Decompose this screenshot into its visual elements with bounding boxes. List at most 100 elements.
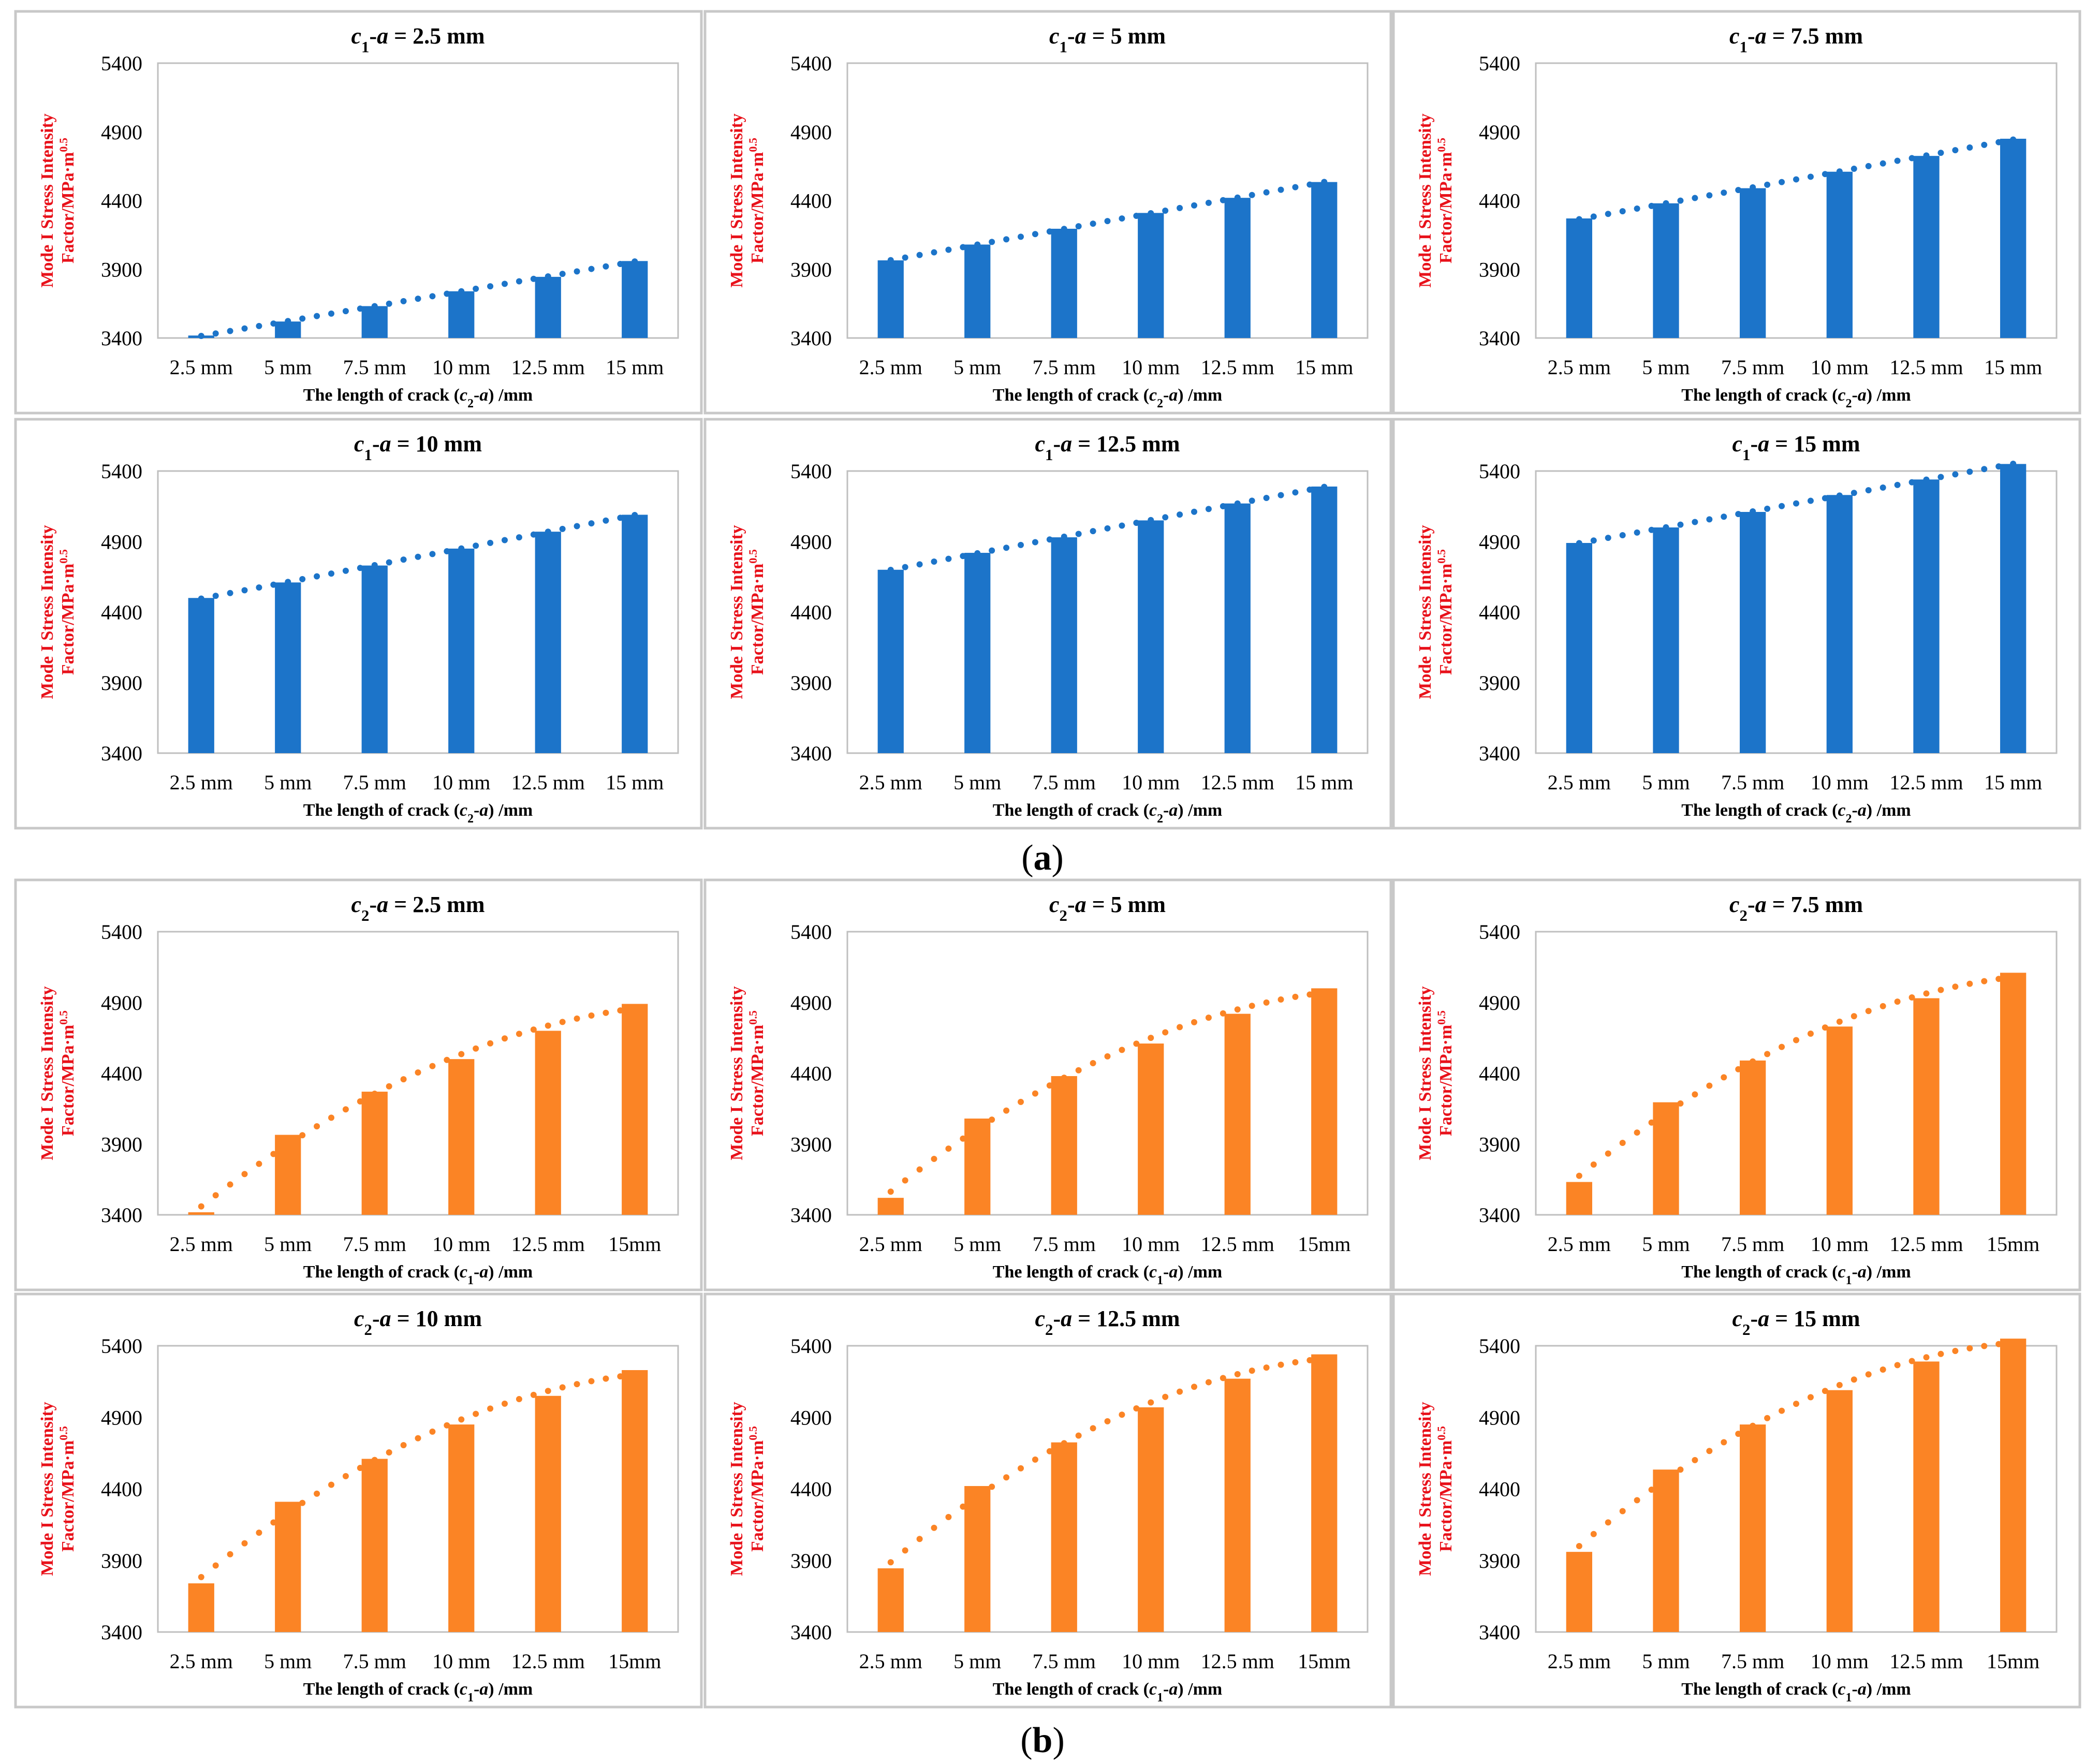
y-axis-label-exponent: 0.5 (1435, 549, 1448, 564)
trendline-dot (241, 587, 248, 594)
bar (877, 1198, 904, 1215)
label-prefix: The length of crack ( (303, 386, 460, 405)
trendline-dot (444, 548, 450, 555)
bar (448, 1059, 475, 1215)
label-dash: - (1748, 892, 1755, 917)
y-tick-label: 5400 (1479, 920, 1520, 944)
trendline-dot (1234, 1006, 1241, 1013)
label-var2: a (1061, 431, 1072, 457)
trendline-dot (400, 1076, 407, 1083)
trendline-dot (1292, 993, 1299, 1000)
label-dash: - (1163, 386, 1169, 405)
subfigure-label: (a) (1021, 838, 1064, 878)
x-tick-label: 2.5 mm (1548, 1650, 1611, 1673)
bar (448, 1424, 475, 1632)
bar (1224, 503, 1251, 753)
bar (1913, 479, 1940, 753)
x-axis-label: The length of crack (c1-a) /mm (1681, 1262, 1911, 1287)
trendline-dot (1692, 519, 1698, 525)
y-axis-label-exponent: 0.5 (746, 1010, 759, 1025)
trendline-dot (588, 1012, 595, 1019)
trendline-dot (1177, 1388, 1183, 1395)
trendline-dot (1619, 1508, 1626, 1515)
x-tick-label: 7.5 mm (343, 356, 406, 379)
trendline-dot (1148, 517, 1154, 523)
y-axis-label-exponent: 0.5 (746, 1426, 759, 1440)
bar (1224, 1378, 1251, 1632)
trendline-dot (1605, 535, 1611, 541)
y-axis-label-exponent: 0.5 (57, 1010, 70, 1025)
trendline-dot (1061, 1440, 1067, 1447)
bar (964, 553, 991, 753)
chart-title: c2-a = 5 mm (1049, 892, 1166, 924)
trendline-dot (1793, 500, 1799, 507)
x-tick-label: 2.5 mm (1548, 356, 1611, 379)
y-tick-label: 5400 (790, 920, 832, 944)
trendline-dot (960, 244, 966, 251)
label-prefix: The length of crack ( (993, 1680, 1149, 1699)
y-tick-label: 3400 (790, 327, 832, 350)
trendline-dot (1263, 189, 1270, 196)
x-tick-label: 7.5 mm (1033, 1232, 1096, 1256)
bar (964, 1119, 991, 1215)
y-axis-label-exponent: 0.5 (746, 138, 759, 152)
x-tick-label: 15 mm (1295, 771, 1353, 794)
trendline-dot (1793, 176, 1799, 183)
trendline-dot (603, 1375, 609, 1382)
y-axis-label-line2: Factor/MPa·m0.5 (1435, 1426, 1456, 1552)
y-tick-label: 4900 (101, 1406, 142, 1429)
trendline-dot (530, 1026, 537, 1033)
x-tick-label: 12.5 mm (1201, 1232, 1274, 1256)
trendline-dot (386, 1083, 392, 1090)
y-tick-label: 3400 (101, 1203, 142, 1227)
y-tick-label: 3400 (1479, 327, 1520, 350)
trendline-dot (285, 318, 291, 325)
trendline-dot (1046, 228, 1053, 235)
label-var2: a (377, 892, 388, 917)
trendline-dot (1721, 1074, 1727, 1081)
bar (1051, 1442, 1077, 1632)
trendline-dot (603, 517, 609, 524)
label-post: = 2.5 mm (388, 23, 484, 49)
trendline-dot (1576, 1172, 1582, 1179)
trendline-dot (1090, 528, 1096, 535)
x-tick-label: 7.5 mm (1033, 771, 1096, 794)
x-tick-label: 5 mm (1642, 1232, 1690, 1256)
trendline-dot (1263, 1364, 1270, 1371)
plot-area (157, 62, 679, 339)
label-subscript: 1 (1060, 38, 1067, 56)
trendline-dot (603, 263, 609, 270)
trendline-dot (1321, 1355, 1328, 1362)
trendline-dot (1619, 1140, 1626, 1146)
trendline-dot (1894, 998, 1901, 1005)
trendline-dot (1292, 489, 1299, 496)
x-tick-label: 12.5 mm (511, 356, 585, 379)
label-dash: - (369, 23, 377, 49)
trendline-dot (1590, 1161, 1597, 1168)
trendline-dot (1880, 160, 1886, 167)
y-tick-label: 3900 (1479, 671, 1520, 695)
label-var2: a (479, 1680, 488, 1699)
label-prefix: The length of crack ( (303, 1680, 460, 1699)
label-var2: a (1075, 23, 1086, 49)
bar (1913, 998, 1940, 1215)
trendline-dot (386, 1449, 392, 1456)
label-var2: a (1755, 23, 1767, 49)
trendline-dot (270, 1519, 277, 1526)
y-tick-label: 5400 (101, 920, 142, 944)
bar (275, 321, 301, 338)
trendline-dot (1292, 1359, 1299, 1365)
y-axis-label-line2: Factor/MPa·m0.5 (57, 1426, 78, 1552)
bar (188, 1583, 214, 1632)
trendline-dot (545, 1022, 551, 1029)
label-dash: - (1852, 1262, 1857, 1282)
trendline-dot (902, 1547, 908, 1554)
trendline-dot (415, 553, 421, 560)
trendline-dot (1677, 197, 1684, 204)
label-post: ) /mm (1867, 386, 1911, 405)
trendline-dot (1075, 223, 1082, 230)
bar (1224, 198, 1251, 338)
x-tick-label: 5 mm (953, 1650, 1001, 1673)
bar (877, 1568, 904, 1632)
y-axis-label-line2: Factor/MPa·m0.5 (1435, 138, 1456, 263)
